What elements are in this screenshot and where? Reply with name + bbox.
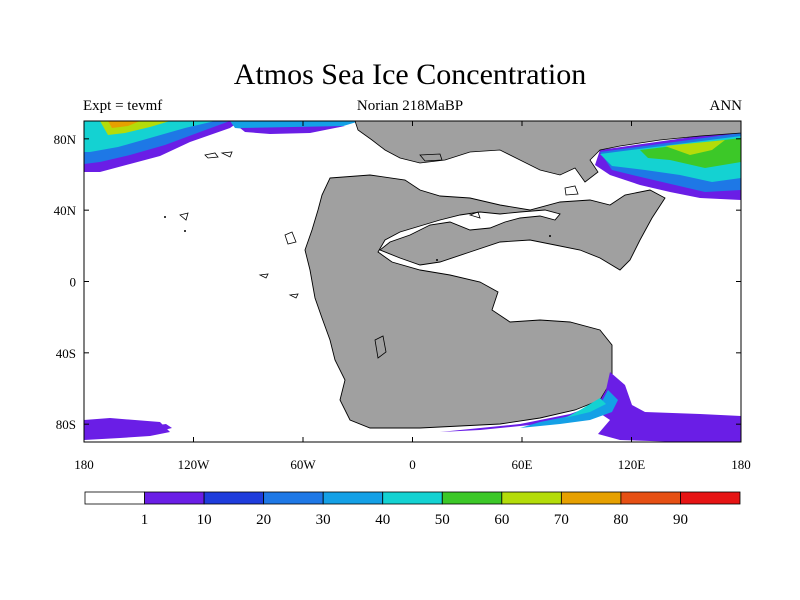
sea-ice-south-high [565, 398, 606, 418]
colorbar-label: 30 [316, 512, 331, 528]
map-content [84, 121, 741, 442]
colorbar-swatch [322, 491, 384, 505]
period-label: Norian 218MaBP [356, 98, 464, 114]
colorbar-swatch [203, 491, 265, 505]
island-dots [164, 216, 551, 261]
colorbar-label: 50 [435, 512, 450, 528]
lon-tick-label: 60W [290, 457, 316, 472]
lon-tick-label: 120E [618, 457, 646, 472]
coastline-fragments [179, 151, 579, 359]
lat-tick-label: 80S [56, 417, 76, 432]
land-pangaea [304, 174, 666, 429]
lat-tick-label: 40N [54, 203, 77, 218]
colorbar-swatch [263, 491, 324, 505]
sea-ice-south-mid [520, 390, 618, 428]
colorbar-swatch [84, 491, 145, 505]
experiment-label: Expt = tevmf [83, 98, 163, 114]
latitude-axis: 80N 40N 0 40S 80S [54, 132, 741, 432]
lat-tick-label: 80N [54, 132, 77, 147]
sea-ice-nw-peak [108, 121, 140, 128]
colorbar-label: 20 [256, 512, 271, 528]
colorbar-label: 40 [375, 512, 390, 528]
colorbar-swatch [560, 491, 622, 505]
longitude-axis: 180 120W 60W 0 60E 120E 180 [74, 121, 751, 472]
colorbar-swatch [620, 491, 681, 505]
lat-tick-label: 40S [56, 346, 76, 361]
colorbar-swatch [144, 491, 205, 505]
colorbar-label: 10 [197, 512, 212, 528]
colorbar-label: 1 [141, 512, 149, 528]
sea-ice-ne-peak [665, 140, 725, 155]
colorbar-label: 80 [613, 512, 628, 528]
lon-tick-label: 180 [74, 457, 94, 472]
colorbar-label: 90 [673, 512, 688, 528]
colorbar: 1 10 20 30 40 50 60 70 80 90 [84, 491, 741, 528]
colorbar-swatch [441, 491, 503, 505]
lat-tick-label: 0 [70, 275, 77, 290]
colorbar-swatch [382, 491, 443, 505]
season-label: ANN [709, 98, 743, 114]
colorbar-label: 60 [494, 512, 509, 528]
sea-ice-arctic-band-low [240, 126, 345, 134]
lon-tick-label: 0 [409, 457, 416, 472]
lon-tick-label: 180 [731, 457, 751, 472]
plot-title: Atmos Sea Ice Concentration [233, 58, 587, 91]
colorbar-swatch [680, 491, 741, 505]
lon-tick-label: 60E [512, 457, 533, 472]
sea-ice-south-west-small [152, 424, 172, 431]
sea-ice-south-west [84, 418, 170, 440]
lon-tick-label: 120W [178, 457, 211, 472]
colorbar-swatch [501, 491, 562, 505]
land-north-rim [354, 121, 741, 183]
colorbar-label: 70 [554, 512, 569, 528]
